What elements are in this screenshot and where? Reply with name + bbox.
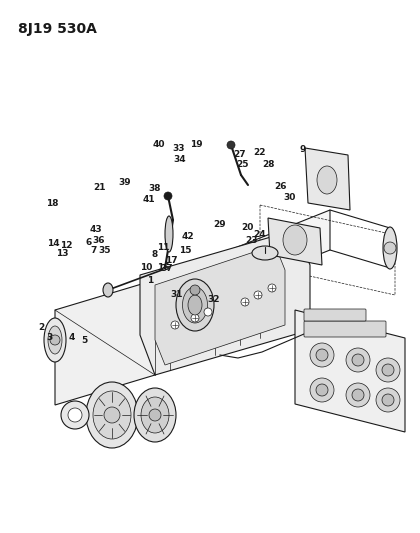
Circle shape (104, 407, 120, 423)
Polygon shape (268, 218, 322, 265)
Text: 10: 10 (140, 263, 152, 272)
Ellipse shape (176, 279, 214, 331)
Text: 36: 36 (92, 237, 105, 245)
Text: 26: 26 (274, 182, 287, 191)
Text: 34: 34 (173, 156, 186, 164)
Polygon shape (295, 310, 405, 432)
Text: 21: 21 (94, 183, 106, 192)
Circle shape (382, 394, 394, 406)
Text: 7: 7 (90, 246, 97, 255)
Polygon shape (140, 230, 310, 375)
Text: 23: 23 (245, 237, 257, 245)
Circle shape (384, 242, 396, 254)
Text: 41: 41 (143, 195, 155, 204)
Text: 37: 37 (161, 264, 173, 273)
Ellipse shape (134, 388, 176, 442)
Ellipse shape (317, 166, 337, 194)
Ellipse shape (252, 246, 278, 260)
Text: 4: 4 (69, 334, 76, 342)
Ellipse shape (103, 283, 113, 297)
Circle shape (346, 383, 370, 407)
Polygon shape (155, 245, 285, 365)
Circle shape (352, 354, 364, 366)
Ellipse shape (165, 216, 173, 252)
Circle shape (68, 408, 82, 422)
Ellipse shape (383, 227, 397, 269)
Circle shape (310, 378, 334, 402)
Ellipse shape (283, 225, 307, 255)
Circle shape (149, 409, 161, 421)
Text: 12: 12 (60, 241, 73, 249)
Circle shape (241, 298, 249, 306)
Text: 35: 35 (98, 246, 110, 255)
FancyBboxPatch shape (304, 309, 366, 321)
Text: 3: 3 (47, 334, 52, 342)
Text: 30: 30 (284, 193, 296, 201)
Circle shape (164, 192, 172, 200)
Text: 22: 22 (253, 148, 266, 157)
Circle shape (310, 343, 334, 367)
Circle shape (346, 348, 370, 372)
Text: 29: 29 (213, 221, 226, 229)
Text: 15: 15 (178, 246, 191, 255)
Text: 8: 8 (152, 251, 158, 259)
Text: 17: 17 (165, 256, 178, 264)
Circle shape (376, 358, 400, 382)
Circle shape (204, 308, 212, 316)
Text: 19: 19 (190, 141, 203, 149)
Ellipse shape (44, 318, 66, 362)
Text: 16: 16 (157, 263, 169, 272)
Circle shape (227, 141, 235, 149)
Circle shape (268, 284, 276, 292)
Circle shape (316, 384, 328, 396)
Text: 18: 18 (46, 199, 59, 208)
Ellipse shape (48, 326, 62, 354)
Text: 14: 14 (47, 239, 60, 248)
Text: 43: 43 (89, 225, 102, 233)
Text: 28: 28 (262, 160, 275, 168)
Circle shape (190, 285, 200, 295)
Text: 25: 25 (236, 160, 249, 168)
Text: 42: 42 (182, 232, 194, 241)
Text: 33: 33 (172, 144, 185, 152)
Text: 6: 6 (86, 238, 92, 247)
Text: 32: 32 (207, 295, 220, 304)
Circle shape (171, 321, 179, 329)
Ellipse shape (188, 295, 202, 315)
Text: 24: 24 (253, 230, 266, 239)
Text: 38: 38 (148, 184, 161, 193)
Text: 9: 9 (299, 145, 306, 154)
Text: 11: 11 (157, 243, 169, 252)
Text: 40: 40 (152, 141, 165, 149)
Circle shape (352, 389, 364, 401)
Text: 20: 20 (241, 223, 253, 231)
Circle shape (254, 291, 262, 299)
Ellipse shape (183, 287, 207, 323)
Circle shape (61, 401, 89, 429)
Text: 1: 1 (147, 276, 153, 285)
Circle shape (50, 335, 60, 345)
Text: 8J19 530A: 8J19 530A (18, 22, 97, 36)
Circle shape (191, 314, 199, 322)
Text: 39: 39 (119, 178, 131, 187)
Text: 5: 5 (81, 336, 87, 344)
Polygon shape (305, 148, 350, 210)
Ellipse shape (141, 397, 169, 433)
Ellipse shape (93, 391, 131, 439)
Text: 31: 31 (170, 290, 183, 298)
Text: 2: 2 (38, 323, 44, 332)
Polygon shape (55, 280, 155, 405)
Text: 13: 13 (56, 249, 68, 257)
Ellipse shape (86, 382, 138, 448)
FancyBboxPatch shape (304, 321, 386, 337)
Circle shape (316, 349, 328, 361)
Text: 27: 27 (233, 150, 246, 159)
Circle shape (382, 364, 394, 376)
Polygon shape (55, 210, 330, 360)
Circle shape (376, 388, 400, 412)
